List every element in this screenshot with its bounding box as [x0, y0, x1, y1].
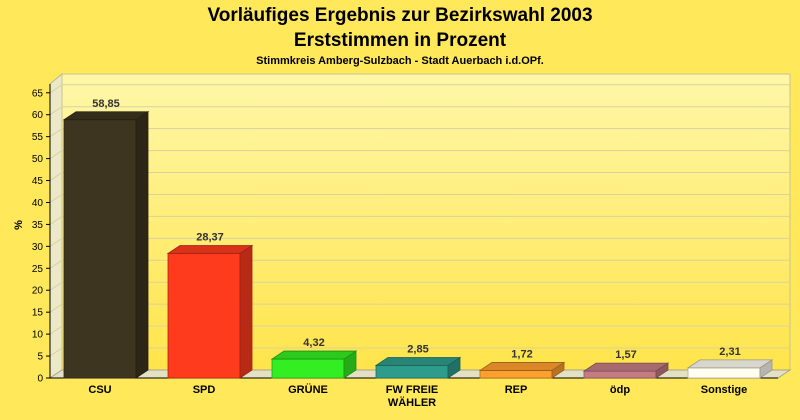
bar: 58,85 [62, 98, 150, 379]
gridline [49, 347, 790, 357]
x-category-label: CSU [88, 384, 111, 396]
gridline [49, 128, 790, 138]
bar-top [374, 357, 462, 366]
y-tick-label: 5 [37, 352, 43, 363]
chart-title: Vorläufiges Ergebnis zur Bezirkswahl 200… [207, 5, 592, 26]
bar-value-label: 2,85 [407, 343, 428, 355]
bar-value-label: 1,72 [511, 348, 532, 360]
gridline [49, 106, 790, 116]
y-axis-label: % [13, 220, 25, 230]
gridline [49, 303, 790, 313]
bar: 1,57 [582, 349, 670, 379]
bar-top [62, 111, 150, 121]
gridline [49, 150, 790, 160]
gridline [49, 281, 790, 291]
bar-front [687, 367, 761, 379]
gridline [49, 84, 790, 94]
bar-front [479, 370, 553, 379]
y-tick-label: 10 [32, 330, 44, 341]
y-tick-label: 0 [37, 374, 43, 385]
bar-value-label: 58,85 [92, 98, 120, 110]
x-category-label: ödp [610, 384, 630, 396]
y-axis-ticks: 0 5 10 15 20 25 30 35 40 45 50 55 60 65 [32, 88, 50, 385]
bar-top [166, 245, 254, 254]
bar-front [375, 365, 449, 379]
bar-side [135, 111, 149, 379]
x-category-label: Sonstige [701, 384, 747, 396]
bar-value-label: 2,31 [719, 346, 740, 358]
gridline [49, 237, 790, 247]
bar-front [63, 119, 137, 379]
bar-front [583, 370, 657, 379]
y-tick-label: 65 [32, 88, 44, 99]
y-tick-label: 20 [32, 286, 44, 297]
bar: 2,85 [374, 343, 462, 379]
x-category-label: SPD [193, 384, 216, 396]
x-category-label: REP [505, 384, 528, 396]
bar: 4,32 [270, 337, 358, 379]
y-tick-label: 35 [32, 220, 44, 231]
bar-top [582, 362, 670, 372]
gridlines [49, 84, 790, 357]
chart-subtitle: Erststimmen in Prozent [294, 30, 507, 51]
gridline [49, 193, 790, 203]
bar: 2,31 [686, 346, 774, 379]
y-tick-label: 60 [32, 110, 44, 121]
y-tick-label: 50 [32, 154, 44, 165]
bar-top [686, 359, 774, 369]
bar-value-label: 4,32 [303, 337, 324, 349]
bar: 1,72 [478, 348, 566, 379]
bar-top [270, 350, 358, 360]
y-tick-label: 30 [32, 242, 44, 253]
gridline [49, 215, 790, 225]
bar-top [478, 362, 566, 371]
bars: 58,85 28,37 4,32 2,85 1,72 1,57 2,31 [62, 98, 774, 379]
gridline [49, 259, 790, 269]
bar: 28,37 [166, 232, 254, 379]
bar-front [271, 358, 345, 379]
x-category-label: GRÜNE [288, 383, 328, 396]
y-tick-label: 15 [32, 308, 44, 319]
y-tick-label: 55 [32, 132, 44, 143]
gridline [49, 172, 790, 181]
bar-side [239, 244, 253, 379]
x-category-label: WÄHLER [388, 396, 436, 409]
y-tick-label: 45 [32, 176, 44, 187]
bar-value-label: 28,37 [196, 232, 224, 244]
gridline [49, 325, 790, 335]
bar-front [167, 253, 241, 379]
y-tick-label: 40 [32, 198, 44, 209]
chart-caption: Stimmkreis Amberg-Sulzbach - Stadt Auerb… [256, 55, 544, 67]
x-category-label: FW FREIE [386, 384, 439, 396]
bar-value-label: 1,57 [615, 349, 636, 361]
y-tick-label: 25 [32, 264, 44, 275]
